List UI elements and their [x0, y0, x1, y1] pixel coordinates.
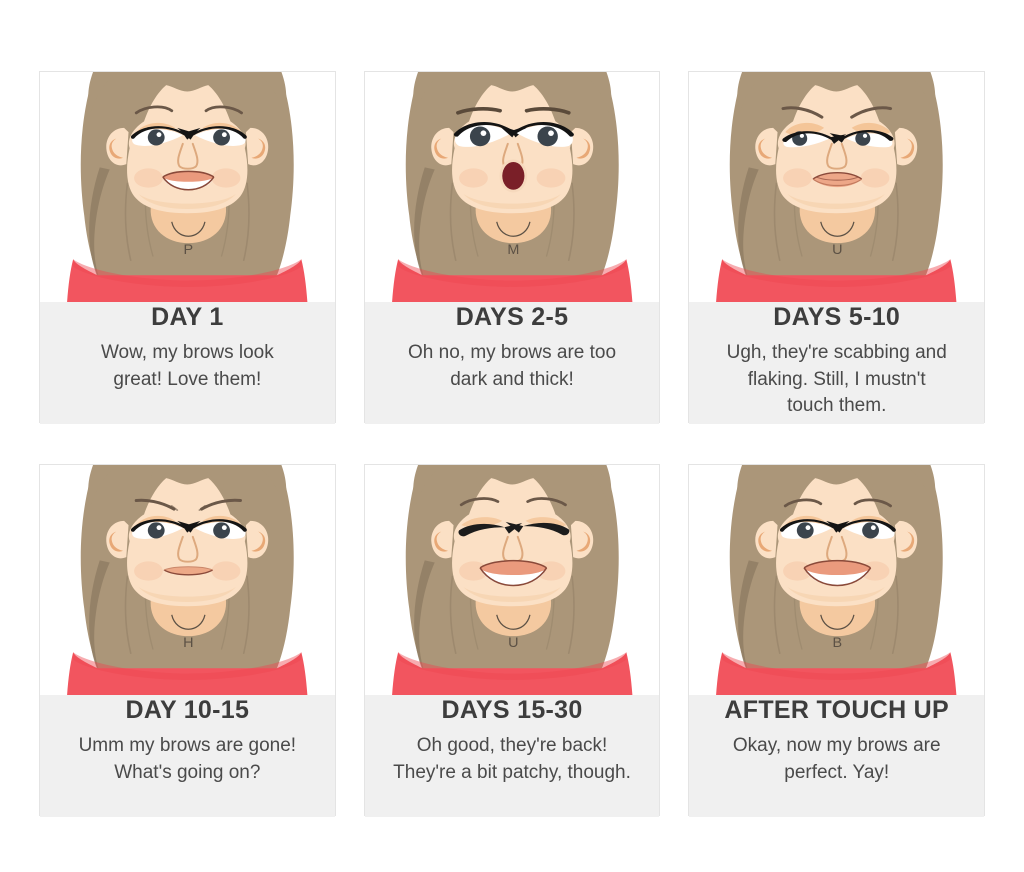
svg-text:P: P [184, 241, 194, 257]
svg-text:M: M [507, 241, 519, 257]
svg-text:H: H [183, 634, 193, 650]
svg-text:B: B [833, 634, 843, 650]
svg-text:U: U [833, 241, 843, 257]
svg-text:U: U [508, 634, 518, 650]
